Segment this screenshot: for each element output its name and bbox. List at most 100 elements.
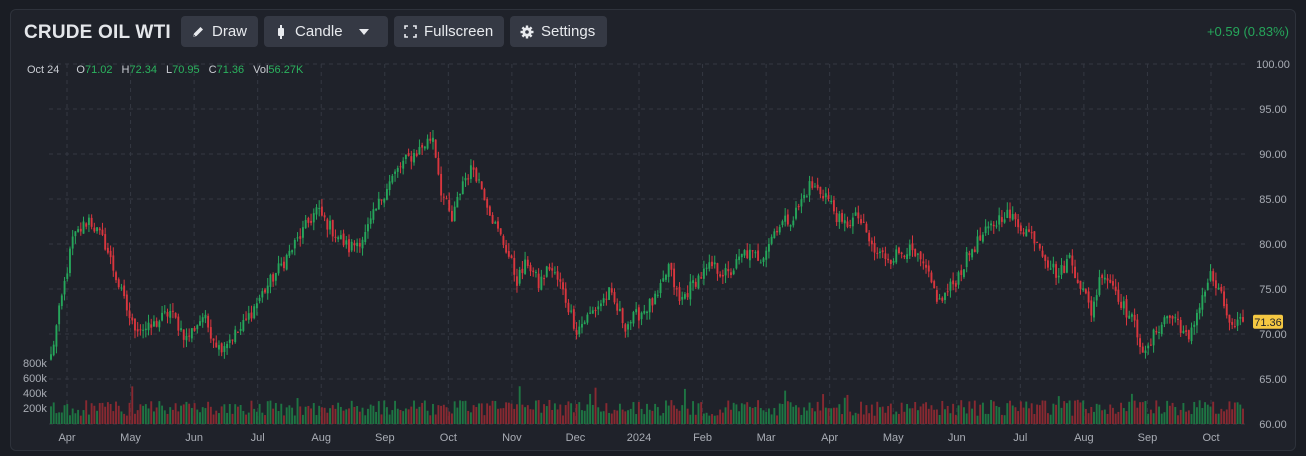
- volume-bar: [740, 403, 743, 424]
- x-tick-label: Jun: [185, 432, 203, 444]
- last-price-tag: [1253, 314, 1283, 329]
- volume-bar: [545, 406, 548, 424]
- candle-body: [250, 312, 253, 319]
- volume-bar: [911, 408, 914, 424]
- candle-body: [1193, 324, 1196, 327]
- volume-bar: [589, 393, 592, 424]
- candle-body: [1147, 345, 1150, 349]
- volume-bar: [843, 397, 846, 424]
- volume-bar: [559, 404, 562, 424]
- volume-bar: [285, 407, 288, 424]
- volume-bar: [876, 401, 879, 424]
- volume-bar: [1025, 401, 1028, 424]
- volume-bar: [925, 402, 927, 424]
- candle-body: [1112, 281, 1114, 286]
- volume-bar: [1022, 407, 1025, 424]
- volume-bar: [1065, 403, 1068, 424]
- candle-body: [312, 213, 315, 223]
- volume-bar: [190, 407, 193, 424]
- candle-body: [169, 310, 172, 318]
- volume-bar: [908, 408, 911, 424]
- volume-bar: [218, 413, 220, 424]
- volume-bar: [949, 413, 952, 424]
- fullscreen-button[interactable]: Fullscreen: [394, 16, 504, 47]
- candle-body: [1128, 315, 1131, 319]
- candles: [50, 130, 1244, 361]
- candle-body: [326, 219, 329, 230]
- candle-body: [740, 253, 743, 258]
- candle-body: [407, 153, 410, 156]
- candle-body: [1179, 320, 1182, 333]
- candle-body: [1225, 303, 1228, 316]
- candle-body: [548, 266, 551, 270]
- volume-bar: [223, 404, 226, 424]
- candle-body: [865, 223, 868, 233]
- volume-bar: [58, 412, 61, 424]
- candle-body: [635, 309, 638, 313]
- fullscreen-label: Fullscreen: [424, 23, 494, 40]
- volume-bar: [201, 407, 204, 424]
- volume-bar: [897, 413, 900, 424]
- volume-bar: [326, 412, 329, 424]
- volume-bar: [797, 407, 800, 424]
- volume-bar: [816, 401, 819, 424]
- candle-body: [77, 229, 80, 232]
- x-tick-label: Sep: [375, 432, 395, 444]
- candle-body: [990, 223, 993, 226]
- volume-bar: [792, 406, 795, 424]
- candle-body: [50, 354, 52, 360]
- volume-bar: [767, 408, 770, 424]
- x-tick-label: Sep: [1138, 432, 1158, 444]
- volume-bar: [1220, 408, 1223, 424]
- draw-button[interactable]: Draw: [181, 16, 258, 47]
- candle-body: [776, 230, 778, 233]
- volume-bar: [93, 405, 96, 424]
- volume-bar: [830, 408, 833, 424]
- volume-bar: [461, 401, 464, 424]
- volume-bar: [651, 410, 654, 424]
- volume-bar: [169, 407, 172, 424]
- candle-body: [979, 235, 982, 241]
- volume-bar: [342, 410, 345, 424]
- candle-body: [274, 272, 277, 281]
- candle-body: [329, 220, 331, 230]
- candle-body: [288, 250, 291, 256]
- volume-bar: [1055, 404, 1058, 424]
- volume-bar: [602, 411, 605, 424]
- candle-body: [1041, 250, 1044, 257]
- settings-label: Settings: [541, 23, 596, 40]
- price-chart[interactable]: 100.00 95.00 90.00 85.00 80.00 75.00 70.00 65.0…: [11, 10, 1295, 450]
- ohlc-open: 71.02: [84, 64, 113, 76]
- candle-body: [694, 281, 697, 287]
- volume-bar: [507, 402, 510, 424]
- candle-body: [283, 261, 285, 269]
- volume-bar: [1000, 414, 1003, 424]
- volume-bar: [353, 406, 356, 424]
- volume-bar: [1103, 409, 1106, 424]
- x-tick-label: Apr: [58, 432, 75, 444]
- volume-bar: [670, 400, 673, 424]
- volume-bar: [1063, 401, 1066, 424]
- candle-body: [1090, 300, 1093, 316]
- volume-bar: [87, 414, 90, 424]
- volume-bar: [627, 410, 629, 424]
- candle-body: [231, 339, 234, 341]
- grid: [49, 63, 1245, 425]
- candle-body: [591, 310, 594, 314]
- candle-body: [488, 206, 491, 216]
- candle-body: [702, 268, 705, 279]
- volume-bar: [404, 408, 407, 424]
- volume-bar: [683, 388, 686, 424]
- candle-body: [510, 255, 513, 259]
- candle-body: [239, 328, 242, 331]
- volume-bar: [881, 406, 884, 424]
- candle-body: [285, 255, 288, 270]
- settings-button[interactable]: Settings: [510, 16, 607, 47]
- volume-bar: [572, 412, 575, 424]
- candle-body: [410, 156, 413, 162]
- candle-type-dropdown[interactable]: Candle: [264, 16, 388, 47]
- candle-body: [540, 276, 543, 290]
- candle-body: [391, 175, 394, 183]
- y-tick-label: 70.00: [1259, 329, 1287, 341]
- candle-body: [673, 268, 676, 288]
